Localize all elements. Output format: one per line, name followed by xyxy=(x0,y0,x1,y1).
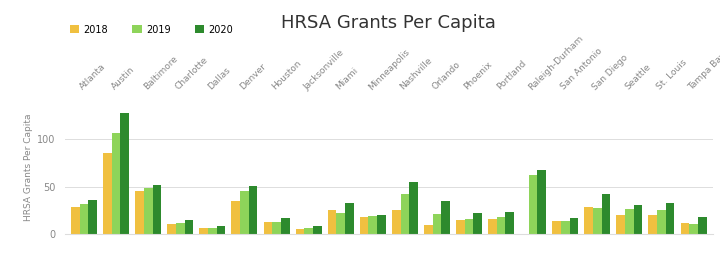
Bar xyxy=(505,212,514,234)
Bar xyxy=(249,186,258,234)
Y-axis label: HRSA Grants Per Capita: HRSA Grants Per Capita xyxy=(24,114,32,221)
Bar xyxy=(231,201,240,234)
Bar xyxy=(80,204,89,234)
Bar xyxy=(561,221,570,234)
Bar xyxy=(89,200,97,234)
Bar xyxy=(296,229,305,234)
Bar xyxy=(240,191,249,234)
Bar xyxy=(217,226,225,234)
Bar xyxy=(666,202,675,234)
Bar xyxy=(199,228,208,234)
Bar xyxy=(602,194,611,234)
Bar xyxy=(71,207,80,234)
Bar xyxy=(184,219,193,234)
Bar xyxy=(103,153,112,234)
Bar xyxy=(135,191,144,234)
Bar xyxy=(328,210,336,234)
Bar xyxy=(400,194,409,234)
Bar xyxy=(144,188,153,234)
Bar xyxy=(409,182,418,234)
Bar xyxy=(336,213,345,234)
Bar xyxy=(377,215,386,234)
Bar xyxy=(497,217,505,234)
Bar xyxy=(473,213,482,234)
Bar xyxy=(208,228,217,234)
Legend: 2018, 2019, 2020: 2018, 2019, 2020 xyxy=(70,25,233,35)
Bar xyxy=(360,217,369,234)
Bar xyxy=(272,222,281,234)
Bar xyxy=(313,226,322,234)
Bar xyxy=(153,185,161,234)
Bar xyxy=(680,223,689,234)
Bar xyxy=(433,214,441,234)
Bar xyxy=(488,219,497,234)
Bar xyxy=(570,218,578,234)
Bar xyxy=(634,205,642,234)
Bar xyxy=(552,221,561,234)
Bar xyxy=(649,215,657,234)
Bar xyxy=(112,133,120,234)
Bar xyxy=(369,216,377,234)
Bar xyxy=(689,224,698,234)
Bar xyxy=(176,223,184,234)
Bar xyxy=(305,228,313,234)
Bar xyxy=(441,201,450,234)
Bar xyxy=(698,217,706,234)
Bar xyxy=(456,219,464,234)
Bar xyxy=(657,210,666,234)
Bar xyxy=(585,207,593,234)
Bar xyxy=(424,225,433,234)
Bar xyxy=(167,224,176,234)
Bar xyxy=(593,208,602,234)
Bar xyxy=(120,113,129,234)
Bar xyxy=(345,203,354,234)
Bar xyxy=(616,215,625,234)
Bar xyxy=(392,210,400,234)
Bar xyxy=(464,219,473,234)
Bar xyxy=(538,169,546,234)
Bar xyxy=(264,222,272,234)
Bar xyxy=(528,175,538,234)
Title: HRSA Grants Per Capita: HRSA Grants Per Capita xyxy=(282,14,496,32)
Bar xyxy=(281,218,289,234)
Bar xyxy=(625,209,634,234)
